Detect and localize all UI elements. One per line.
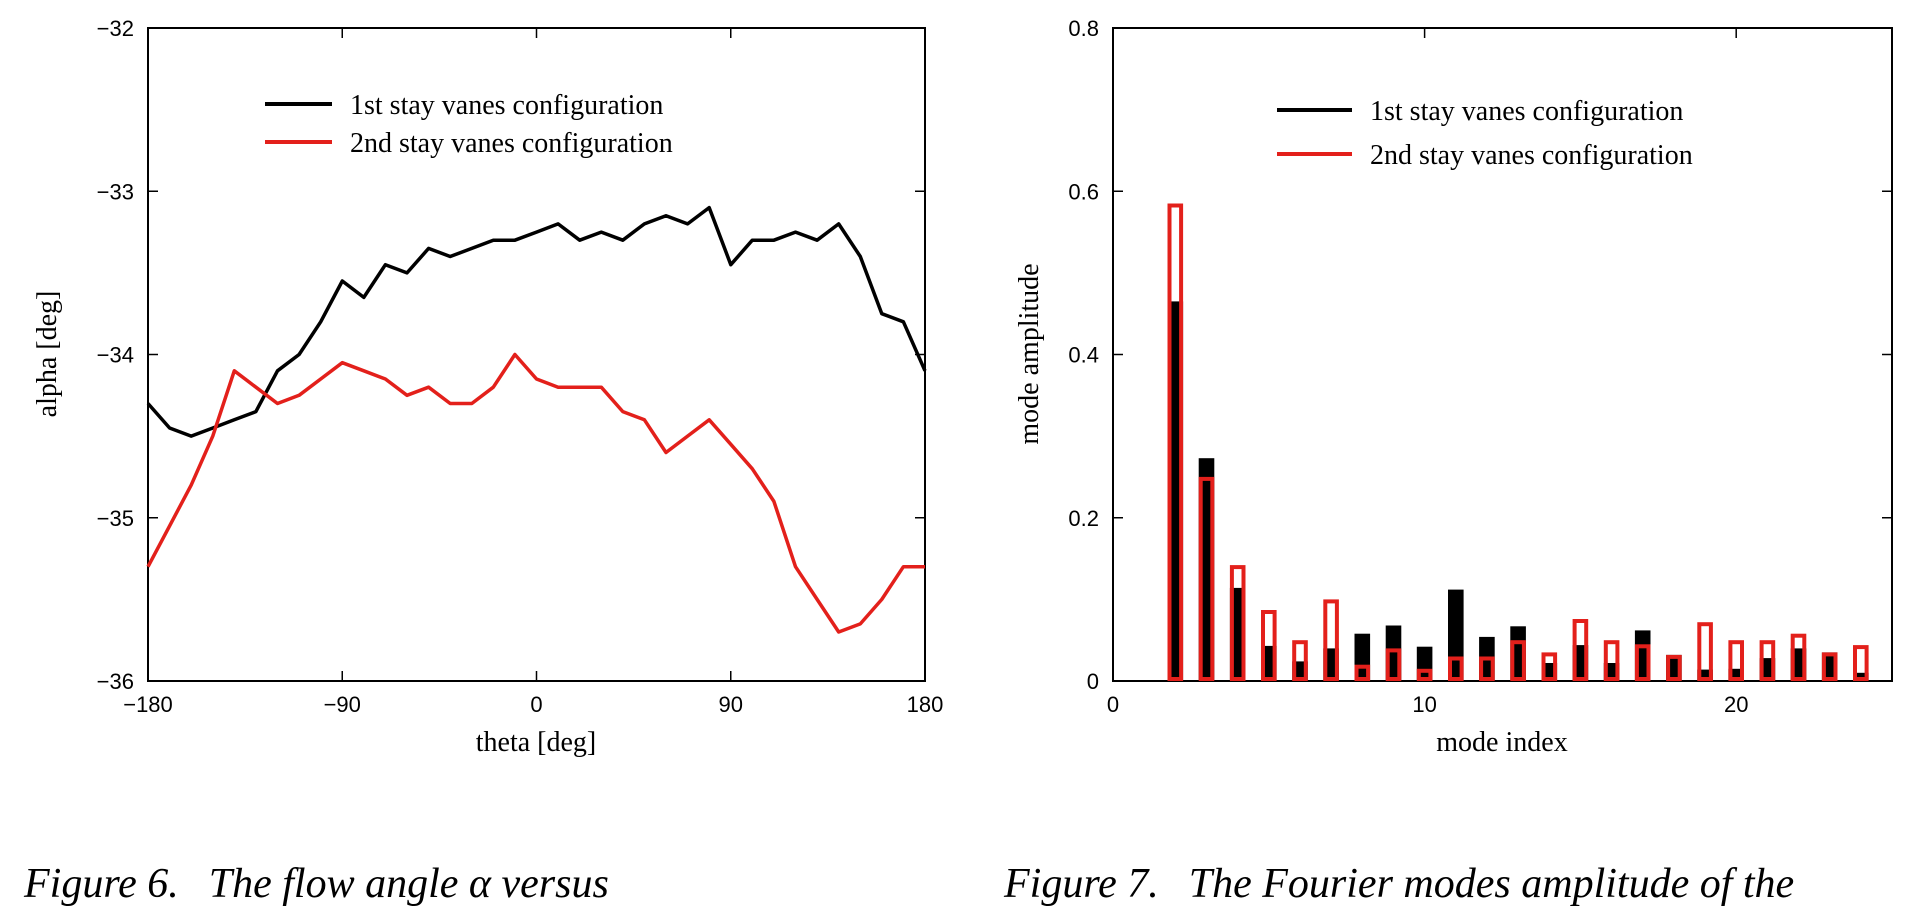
bar-series-1 (1853, 672, 1869, 681)
figure-7-caption: Figure 7. The Fourier modes amplitude of … (1004, 860, 1794, 908)
caption-text: The Fourier modes amplitude of the (1188, 861, 1795, 907)
bar-series-2 (1697, 622, 1713, 682)
caption-number: Figure 6. (24, 861, 179, 907)
y-tick-label: 0 (1087, 669, 1099, 694)
bar-series-2 (1634, 644, 1651, 681)
bar-series-2 (1790, 633, 1807, 682)
legend-label-series-2: 2nd stay vanes configuration (350, 128, 673, 159)
bar-series-1 (1697, 669, 1713, 681)
legend: 1st stay vanes configuration 2nd stay va… (1277, 96, 1693, 171)
bar-series-2 (1323, 599, 1339, 682)
y-tick-label: 0.2 (1068, 506, 1099, 531)
x-axis-label: mode index (1436, 727, 1567, 758)
caption-number: Figure 7. (1004, 861, 1159, 907)
tick-marks: −180 −90 0 90 180 −36 −35 −34 −33 −32 (97, 16, 944, 717)
bar-series-2 (1261, 610, 1277, 681)
series-line-2 (146, 352, 925, 634)
series-line-1 (146, 205, 927, 438)
y-tick-label: −32 (97, 16, 134, 41)
y-tick-label: −33 (97, 179, 134, 204)
figure-6-caption: Figure 6. The flow angle α versus (24, 860, 609, 908)
x-tick-label: 0 (530, 692, 542, 717)
bar-series-2 (1354, 664, 1371, 682)
flow-angle-chart: −180 −90 0 90 180 −36 −35 −34 −33 −32 1st stay va… (32, 16, 943, 758)
y-tick-label: 0.6 (1068, 179, 1099, 204)
y-tick-label: 0.8 (1068, 16, 1099, 41)
bar-series-2 (1541, 652, 1558, 682)
x-tick-label: 20 (1724, 692, 1748, 717)
bars (1167, 203, 1869, 682)
x-tick-label: −90 (324, 692, 361, 717)
plot-frame (147, 27, 926, 682)
y-tick-label: 0.4 (1068, 343, 1099, 368)
bar-series-2 (1416, 668, 1433, 681)
y-axis-label: alpha [deg] (32, 291, 63, 418)
bar-series-2 (1759, 640, 1776, 682)
bar-series-2 (1853, 645, 1869, 681)
bar-series-2 (1292, 640, 1308, 682)
y-tick-label: −36 (97, 669, 134, 694)
y-tick-label: −34 (97, 343, 134, 368)
caption-text: The flow angle α versus (208, 861, 609, 907)
bar-series-2 (1572, 619, 1589, 681)
legend-label-series-1: 1st stay vanes configuration (1370, 96, 1683, 127)
bar-series-2 (1385, 648, 1402, 682)
bar-series-2 (1479, 656, 1495, 681)
y-axis-label: mode amplitude (1014, 263, 1045, 444)
bar-series-2 (1728, 640, 1745, 682)
x-tick-label: 90 (719, 692, 743, 717)
bar-series-2 (1448, 656, 1464, 681)
x-axis-label: theta [deg] (476, 727, 597, 758)
x-tick-label: −180 (123, 692, 173, 717)
bar-series-2 (1229, 565, 1246, 681)
bar-series-2 (1666, 654, 1682, 682)
bar-series-2 (1603, 640, 1620, 682)
x-tick-label: 0 (1107, 692, 1119, 717)
y-tick-label: −35 (97, 506, 134, 531)
x-tick-label: 10 (1412, 692, 1436, 717)
tick-marks: 0 10 20 0 0.2 0.4 0.6 0.8 (1068, 16, 1892, 717)
legend-label-series-2: 2nd stay vanes configuration (1370, 140, 1693, 171)
fourier-modes-chart: 0 10 20 0 0.2 0.4 0.6 0.8 1st stay vanes config… (1014, 16, 1893, 758)
bar-series-2 (1510, 640, 1526, 682)
legend-label-series-1: 1st stay vanes configuration (350, 90, 663, 121)
bar-series-2 (1167, 203, 1184, 681)
legend: 1st stay vanes configuration 2nd stay va… (265, 90, 673, 159)
x-tick-label: 180 (907, 692, 944, 717)
bar-series-2 (1821, 652, 1838, 682)
bar-series-2 (1198, 476, 1215, 681)
series-lines (146, 205, 927, 634)
